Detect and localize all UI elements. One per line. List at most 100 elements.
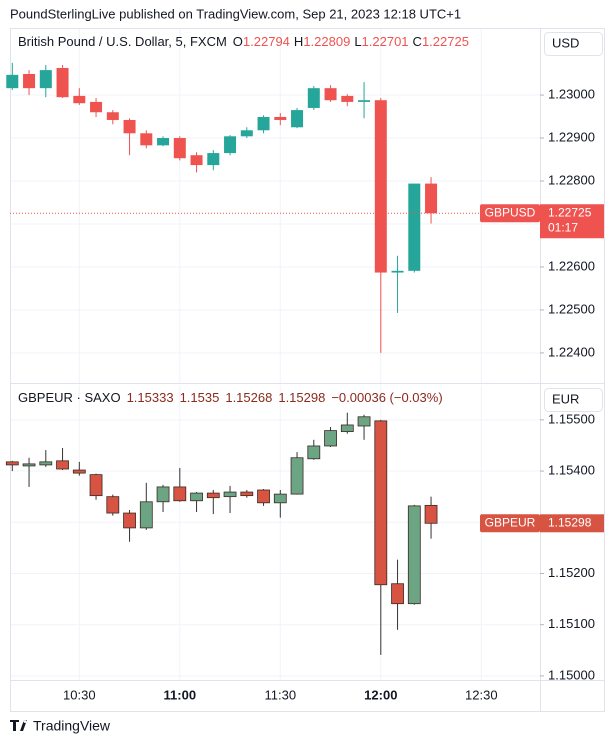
candle-body xyxy=(391,270,404,273)
candle-body xyxy=(307,88,320,108)
x-tick-label: 11:30 xyxy=(265,687,297,702)
y-tick-label: 1.22400 xyxy=(548,344,595,359)
candle-body xyxy=(358,100,371,102)
candle-body xyxy=(90,101,103,113)
countdown-label: 01:17 xyxy=(548,220,578,234)
ohlc-prefix: O xyxy=(233,34,243,49)
currency-button[interactable] xyxy=(544,32,603,56)
currency-label: USD xyxy=(552,35,579,50)
attribution: PoundSterlingLive published on TradingVi… xyxy=(10,6,461,21)
tradingview-logo: TradingView xyxy=(10,718,111,734)
y-tick-label: 1.15000 xyxy=(548,667,595,682)
change-value: −0.00036 (−0.03%) xyxy=(331,390,442,405)
candle-body xyxy=(374,420,388,586)
symbol-label-bg xyxy=(480,514,540,533)
candle-body xyxy=(391,583,404,605)
candle-body xyxy=(307,445,321,460)
candle-body xyxy=(6,74,19,89)
candle-body xyxy=(157,138,170,146)
y-tick-label: 1.23000 xyxy=(548,86,595,101)
candle-body xyxy=(156,486,170,503)
y-tick-label: 1.22600 xyxy=(548,258,595,273)
ohlc-value: 1.22809 xyxy=(303,34,350,49)
ohlc-value: 1.15268 xyxy=(225,390,272,405)
ohlc-prefix: L xyxy=(354,34,361,49)
ohlc-prefix: C xyxy=(413,34,422,49)
ohlc-value: 1.22794 xyxy=(243,34,290,49)
candle-body xyxy=(424,504,438,524)
candle-body xyxy=(56,460,69,470)
y-tick-label: 1.15200 xyxy=(548,565,595,580)
x-tick-label: 12:00 xyxy=(364,687,397,702)
candle-body xyxy=(206,492,220,499)
y-tick-label: 1.22800 xyxy=(548,172,595,187)
candle-body xyxy=(123,119,136,134)
ohlc-value: 1.1535 xyxy=(180,390,220,405)
candle-body xyxy=(190,492,203,502)
candle-body xyxy=(106,112,119,120)
candle-body xyxy=(5,461,19,466)
currency-button[interactable] xyxy=(544,388,603,412)
x-tick-label: 12:30 xyxy=(465,687,498,702)
candle-body xyxy=(408,183,421,271)
price-label-bg xyxy=(540,514,604,533)
candle-body xyxy=(223,491,237,498)
footer-logo-text: TradingView xyxy=(33,718,111,734)
candle-body xyxy=(290,457,304,495)
x-tick-label: 11:00 xyxy=(164,687,197,702)
candle-body xyxy=(274,116,287,120)
y-tick-label: 1.22900 xyxy=(548,129,595,144)
candle-body xyxy=(341,95,354,102)
candle-body xyxy=(273,493,287,504)
candle-body xyxy=(224,136,237,154)
currency-label: EUR xyxy=(552,391,579,406)
ohlc-value: 1.15333 xyxy=(127,390,174,405)
candle-body xyxy=(173,138,186,159)
price-label-bg xyxy=(540,204,604,239)
candle-body xyxy=(140,133,153,146)
candle-body xyxy=(39,461,53,466)
candle-body xyxy=(106,496,120,514)
y-tick-label: 1.15400 xyxy=(548,462,595,477)
symbol-label: GBPEUR xyxy=(485,515,536,529)
candle-body xyxy=(324,88,337,101)
candle-body xyxy=(72,469,86,474)
candle-body xyxy=(407,505,421,605)
candle-body xyxy=(23,73,36,89)
price-label: 1.22725 xyxy=(548,205,592,219)
legend-header: GBPEUR · SAXO 1.15333 1.1535 1.15268 1.15298… xyxy=(18,390,443,405)
candle-body xyxy=(123,512,136,529)
candle-body xyxy=(190,155,203,166)
candle-body xyxy=(257,489,270,504)
candle-body xyxy=(324,430,337,447)
ohlc-value: 1.15298 xyxy=(278,390,325,405)
candle-body xyxy=(173,486,187,502)
candle-body xyxy=(73,95,86,104)
candle-body xyxy=(39,70,52,89)
candle-body xyxy=(139,501,153,529)
legend-title: GBPEUR · SAXO xyxy=(18,390,121,405)
candle-body xyxy=(357,416,371,427)
candle-body xyxy=(340,424,354,433)
price-label: 1.15298 xyxy=(548,515,592,529)
candle-body xyxy=(56,67,69,98)
candle-body xyxy=(240,491,254,497)
candle-body xyxy=(240,130,253,137)
y-tick-label: 1.22500 xyxy=(548,301,595,316)
y-tick-label: 1.15500 xyxy=(548,411,595,426)
symbol-label-bg xyxy=(480,204,540,223)
candle-body xyxy=(425,183,438,214)
ohlc-prefix: H xyxy=(294,34,303,49)
candle-body xyxy=(89,474,103,497)
candle-body xyxy=(291,110,304,128)
symbol-label: GBPUSD xyxy=(485,205,536,219)
candle-body xyxy=(207,153,220,166)
candle-body xyxy=(374,100,387,273)
x-tick-label: 10:30 xyxy=(63,687,96,702)
legend-header: British Pound / U.S. Dollar, 5, FXCM O1.2… xyxy=(18,34,469,49)
candle-body xyxy=(22,463,36,467)
y-tick-label: 1.15100 xyxy=(548,616,595,631)
ohlc-value: 1.22701 xyxy=(362,34,409,49)
ohlc-value: 1.22725 xyxy=(422,34,469,49)
legend-title: British Pound / U.S. Dollar, 5, FXCM xyxy=(18,34,227,49)
